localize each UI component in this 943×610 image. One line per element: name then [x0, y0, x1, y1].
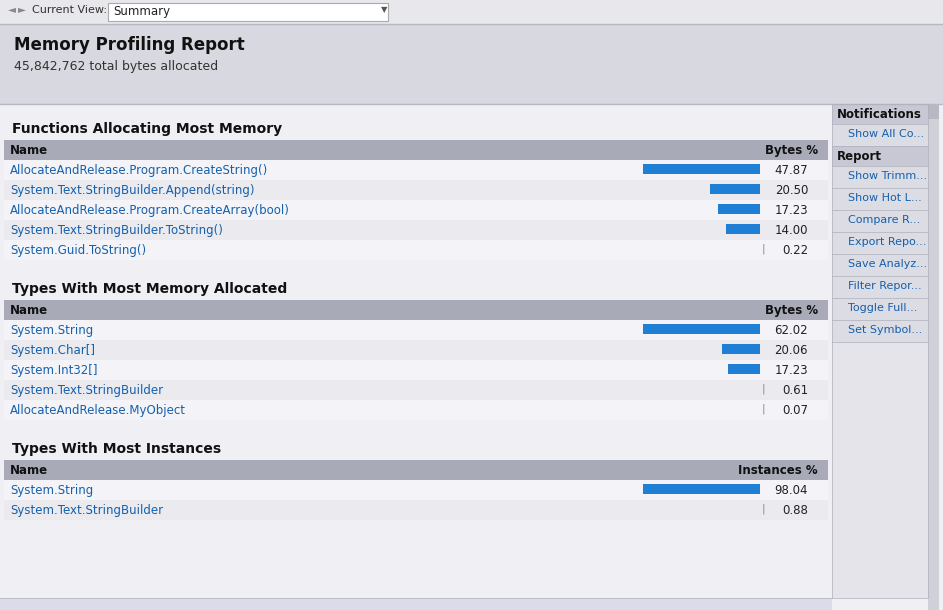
Text: ▼: ▼: [381, 5, 388, 14]
Bar: [928, 104, 939, 610]
Text: System.Guid.ToString(): System.Guid.ToString(): [10, 244, 146, 257]
Bar: [4, 400, 828, 420]
Text: Save Analyz...: Save Analyz...: [848, 259, 927, 269]
Bar: [832, 254, 928, 276]
Bar: [4, 460, 828, 480]
Bar: [4, 200, 828, 220]
Text: |: |: [762, 384, 766, 395]
Text: System.Text.StringBuilder.Append(string): System.Text.StringBuilder.Append(string): [10, 184, 255, 197]
Text: 62.02: 62.02: [774, 324, 808, 337]
Text: Types With Most Instances: Types With Most Instances: [12, 442, 221, 456]
Text: |: |: [762, 244, 766, 254]
Text: Name: Name: [10, 144, 48, 157]
Bar: [4, 380, 828, 400]
Text: System.Text.StringBuilder: System.Text.StringBuilder: [10, 504, 163, 517]
Bar: [108, 3, 388, 21]
Bar: [832, 298, 928, 320]
Text: Memory Profiling Report: Memory Profiling Report: [14, 36, 245, 54]
Bar: [4, 480, 828, 500]
Text: 47.87: 47.87: [774, 164, 808, 177]
Text: Bytes %: Bytes %: [765, 304, 818, 317]
Bar: [832, 232, 928, 254]
Text: Show Hot L...: Show Hot L...: [848, 193, 921, 203]
Bar: [832, 188, 928, 210]
Text: System.String: System.String: [10, 484, 93, 497]
Bar: [4, 320, 828, 340]
Text: 20.06: 20.06: [774, 344, 808, 357]
Bar: [0, 104, 832, 598]
Text: AllocateAndRelease.MyObject: AllocateAndRelease.MyObject: [10, 404, 186, 417]
Bar: [0, 598, 832, 610]
Text: 0.61: 0.61: [782, 384, 808, 397]
Bar: [0, 24, 943, 104]
Text: 0.22: 0.22: [782, 244, 808, 257]
Text: 0.07: 0.07: [782, 404, 808, 417]
Bar: [643, 484, 760, 494]
Text: Notifications: Notifications: [837, 108, 922, 121]
Text: Show Trimm...: Show Trimm...: [848, 171, 927, 181]
Bar: [832, 320, 928, 342]
Bar: [832, 104, 928, 124]
Bar: [4, 180, 828, 200]
Text: System.String: System.String: [10, 324, 93, 337]
Bar: [643, 324, 760, 334]
Text: ◄: ◄: [8, 4, 16, 14]
Text: Compare R...: Compare R...: [848, 215, 920, 225]
Text: 0.88: 0.88: [782, 504, 808, 517]
Bar: [832, 104, 928, 598]
Text: Name: Name: [10, 304, 48, 317]
Text: AllocateAndRelease.Program.CreateArray(bool): AllocateAndRelease.Program.CreateArray(b…: [10, 204, 290, 217]
Text: Toggle Full...: Toggle Full...: [848, 303, 918, 313]
Bar: [4, 220, 828, 240]
Bar: [4, 240, 828, 260]
Bar: [4, 360, 828, 380]
Text: |: |: [762, 404, 766, 415]
Text: 98.04: 98.04: [774, 484, 808, 497]
Bar: [710, 184, 760, 194]
Bar: [4, 340, 828, 360]
Text: Instances %: Instances %: [738, 464, 818, 477]
Text: 20.50: 20.50: [774, 184, 808, 197]
Bar: [4, 160, 828, 180]
Text: Set Symbol...: Set Symbol...: [848, 325, 922, 335]
Text: Filter Repor...: Filter Repor...: [848, 281, 921, 291]
Text: Types With Most Memory Allocated: Types With Most Memory Allocated: [12, 282, 288, 296]
Text: 14.00: 14.00: [774, 224, 808, 237]
Text: ►: ►: [18, 4, 26, 14]
Bar: [728, 364, 760, 374]
Bar: [718, 204, 760, 214]
Bar: [108, 3, 388, 21]
Text: Functions Allocating Most Memory: Functions Allocating Most Memory: [12, 122, 282, 136]
Text: Report: Report: [837, 150, 882, 163]
Bar: [832, 124, 928, 146]
Bar: [643, 164, 760, 174]
Bar: [832, 166, 928, 188]
Text: 17.23: 17.23: [774, 364, 808, 377]
Bar: [0, 0, 943, 24]
Text: Bytes %: Bytes %: [765, 144, 818, 157]
Bar: [928, 104, 939, 119]
Bar: [726, 224, 760, 234]
Text: Name: Name: [10, 464, 48, 477]
Text: |: |: [762, 504, 766, 514]
Text: 45,842,762 total bytes allocated: 45,842,762 total bytes allocated: [14, 60, 218, 73]
Text: System.Int32[]: System.Int32[]: [10, 364, 97, 377]
Bar: [722, 344, 760, 354]
Text: System.Text.StringBuilder.ToString(): System.Text.StringBuilder.ToString(): [10, 224, 223, 237]
Bar: [832, 146, 928, 166]
Text: 17.23: 17.23: [774, 204, 808, 217]
Text: AllocateAndRelease.Program.CreateString(): AllocateAndRelease.Program.CreateString(…: [10, 164, 268, 177]
Text: System.Text.StringBuilder: System.Text.StringBuilder: [10, 384, 163, 397]
Bar: [4, 500, 828, 520]
Text: System.Char[]: System.Char[]: [10, 344, 95, 357]
Bar: [832, 210, 928, 232]
Text: Summary: Summary: [113, 5, 170, 18]
Text: Current View:: Current View:: [32, 5, 107, 15]
Bar: [4, 140, 828, 160]
Text: Show All Co...: Show All Co...: [848, 129, 924, 139]
Text: Export Repo...: Export Repo...: [848, 237, 926, 247]
Bar: [4, 300, 828, 320]
Bar: [832, 104, 928, 598]
Bar: [832, 276, 928, 298]
